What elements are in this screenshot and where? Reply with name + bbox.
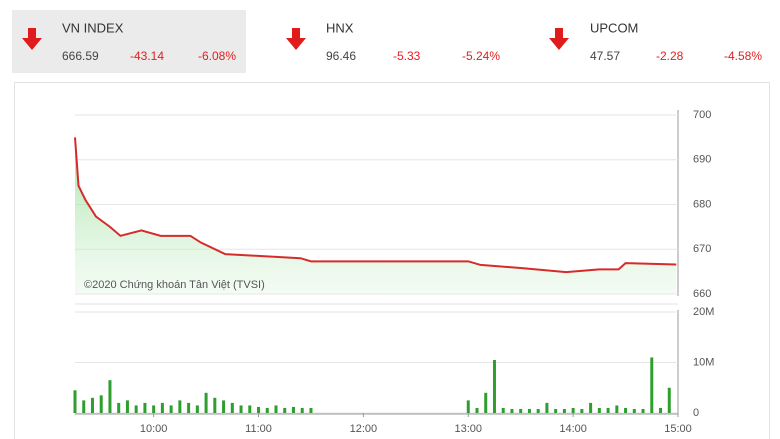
bar xyxy=(475,407,479,413)
y-tick-label: 670 xyxy=(693,243,711,255)
bar xyxy=(659,407,663,413)
bar xyxy=(650,357,654,413)
x-tick-label: 14:00 xyxy=(559,423,587,435)
bar xyxy=(510,408,514,413)
bar xyxy=(501,407,505,413)
x-tick-label: 11:00 xyxy=(245,423,272,435)
index-change: -5.33 xyxy=(393,49,421,63)
bar xyxy=(222,400,226,413)
bar xyxy=(606,407,610,413)
bar xyxy=(187,402,191,413)
bar xyxy=(239,405,243,413)
bar xyxy=(597,407,601,413)
index-change: -2.28 xyxy=(656,49,684,63)
bar xyxy=(265,407,269,413)
bar xyxy=(554,408,558,413)
annotation: ©2020 Chứng khoán Tân Việt (TVSI) xyxy=(84,279,265,291)
y-tick-label: 660 xyxy=(693,288,711,300)
bar xyxy=(589,402,593,413)
bar xyxy=(108,380,112,413)
bar xyxy=(527,408,531,413)
bar xyxy=(117,402,121,413)
bar xyxy=(257,406,261,413)
bar xyxy=(248,405,252,413)
y-tick-label: 680 xyxy=(693,198,711,210)
bar xyxy=(90,397,94,413)
bar xyxy=(632,408,636,413)
index-value: 47.57 xyxy=(590,49,620,63)
bar xyxy=(615,405,619,413)
index-name: HNX xyxy=(326,20,354,35)
bar xyxy=(99,395,103,413)
bar xyxy=(283,407,287,413)
x-tick-label: 15:00 xyxy=(664,423,692,435)
chart-panel xyxy=(14,82,770,439)
bar xyxy=(152,405,156,413)
bar xyxy=(519,408,523,413)
bar xyxy=(641,408,645,413)
bar xyxy=(134,405,138,413)
index-percent: -4.58% xyxy=(724,49,762,63)
y-tick-label: 700 xyxy=(693,109,711,121)
x-tick-label: 12:00 xyxy=(350,423,378,435)
bar xyxy=(143,402,147,413)
bar xyxy=(125,400,129,413)
down-arrow xyxy=(549,28,569,50)
index-percent: -5.24% xyxy=(462,49,500,63)
bar xyxy=(580,408,584,413)
y-tick-label: 10M xyxy=(693,356,714,368)
index-name: VN INDEX xyxy=(62,20,124,35)
bar xyxy=(309,407,313,413)
y-tick-label: 20M xyxy=(693,306,714,318)
bar xyxy=(466,400,470,413)
index-change: -43.14 xyxy=(130,49,164,63)
bar xyxy=(536,408,540,413)
bar xyxy=(300,407,304,413)
y-tick-label: 690 xyxy=(693,154,711,166)
index-name: UPCOM xyxy=(590,20,638,35)
bar xyxy=(274,405,278,413)
index-value: 666.59 xyxy=(62,49,99,63)
bar xyxy=(82,400,86,413)
bar xyxy=(624,407,628,413)
bar xyxy=(667,387,671,413)
bar xyxy=(562,408,566,413)
bar xyxy=(230,402,234,413)
bar xyxy=(492,359,496,413)
bar xyxy=(195,405,199,413)
down-arrow xyxy=(286,28,306,50)
bar xyxy=(545,402,549,413)
bar xyxy=(178,400,182,413)
x-tick-label: 13:00 xyxy=(454,423,482,435)
index-percent: -6.08% xyxy=(198,49,236,63)
y-tick-label: 0 xyxy=(693,407,699,419)
line xyxy=(74,137,677,274)
bar xyxy=(160,402,164,413)
x-tick-label: 10:00 xyxy=(140,423,168,435)
bar xyxy=(169,405,173,413)
bar xyxy=(213,397,217,413)
bar xyxy=(204,392,208,413)
bar xyxy=(484,392,488,413)
index-value: 96.46 xyxy=(326,49,356,63)
bar xyxy=(571,407,575,413)
bar xyxy=(73,390,77,413)
active-tile[interactable] xyxy=(12,10,246,73)
bar xyxy=(291,406,295,413)
